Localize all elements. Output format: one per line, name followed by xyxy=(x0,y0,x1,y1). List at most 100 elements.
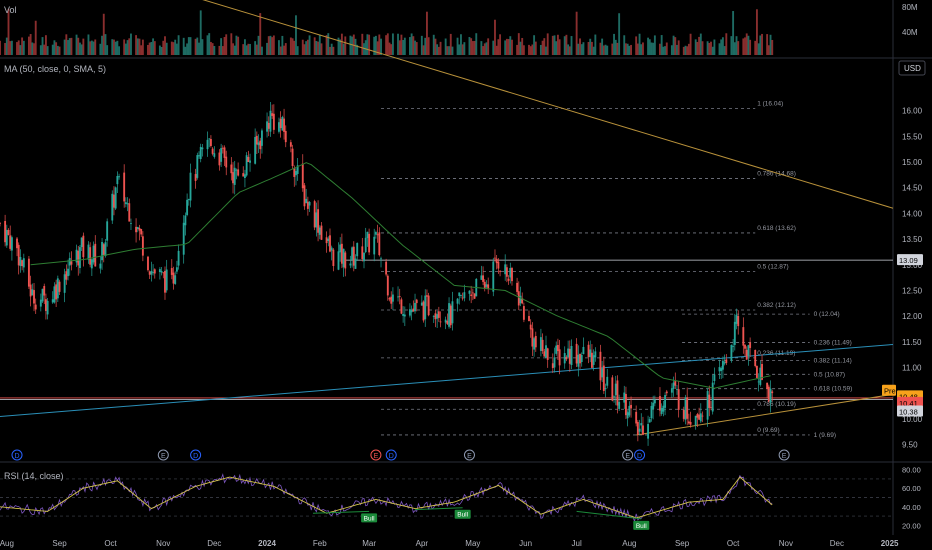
volume-bar xyxy=(147,44,149,55)
candle-body xyxy=(56,278,59,299)
volume-bar xyxy=(725,33,728,55)
candle-body xyxy=(638,428,641,432)
rsi-ma-line xyxy=(0,476,773,519)
candle-body xyxy=(123,172,126,202)
volume-bar xyxy=(318,34,321,55)
volume-bar xyxy=(90,40,93,55)
candle-body xyxy=(769,388,772,403)
candle-body xyxy=(230,164,233,174)
volume-bar xyxy=(482,46,485,55)
candle-body xyxy=(261,130,263,146)
volume-bar xyxy=(737,41,740,55)
candle-body xyxy=(17,244,20,266)
volume-bar xyxy=(194,38,197,55)
volume-bar xyxy=(31,42,34,55)
price-axis-label: 12.00 xyxy=(902,312,923,321)
volume-bar xyxy=(230,33,233,55)
volume-bar xyxy=(483,43,486,55)
event-badge xyxy=(778,449,790,461)
volume-bar xyxy=(628,45,631,55)
candle-body xyxy=(539,337,542,351)
price-tag xyxy=(897,405,923,417)
candle-body xyxy=(164,270,166,293)
candle-body xyxy=(349,263,352,266)
time-axis-label: 2024 xyxy=(258,539,276,548)
volume-bar xyxy=(330,43,333,55)
volume-bar xyxy=(55,42,58,55)
candle-body xyxy=(582,346,585,355)
candle-body xyxy=(623,392,626,403)
candle-body xyxy=(75,249,78,263)
candle-body xyxy=(269,110,272,132)
candle-body xyxy=(458,292,461,296)
candle-body xyxy=(160,271,163,273)
candle-body xyxy=(460,294,462,296)
volume-bar xyxy=(390,44,393,55)
volume-bar xyxy=(87,34,90,55)
candle-body xyxy=(767,386,770,402)
candle-body xyxy=(509,267,512,278)
volume-bar xyxy=(104,34,107,55)
volume-bar xyxy=(150,41,153,55)
volume-bar xyxy=(449,33,452,55)
candle-body xyxy=(106,221,109,241)
volume-bar xyxy=(420,35,423,55)
candle-body xyxy=(126,203,129,205)
candle-body xyxy=(194,174,197,181)
volume-bar xyxy=(172,42,175,55)
volume-bar xyxy=(652,42,655,55)
volume-bar xyxy=(118,46,121,55)
candle-body xyxy=(710,407,712,409)
candle-body xyxy=(34,304,37,310)
candle-body xyxy=(373,236,376,255)
candle-body xyxy=(505,267,508,277)
candle-body xyxy=(541,339,544,352)
volume-bar xyxy=(614,39,617,55)
bull-badge-label: Bull xyxy=(364,515,375,522)
candle-body xyxy=(170,268,173,275)
volume-bar xyxy=(67,40,69,55)
candle-body xyxy=(422,301,425,321)
volume-bar xyxy=(46,46,49,55)
candle-body xyxy=(267,122,270,129)
volume-bar xyxy=(255,44,258,55)
candle-body xyxy=(213,153,216,157)
volume-bar xyxy=(223,37,226,55)
candle-body xyxy=(482,275,485,282)
candle-body xyxy=(124,202,127,205)
volume-bar xyxy=(29,34,32,55)
volume-bar xyxy=(5,37,8,55)
volume-bar xyxy=(281,35,284,55)
volume-bar xyxy=(723,46,726,55)
candle-body xyxy=(647,424,649,439)
candle-body xyxy=(281,116,284,131)
candle-body xyxy=(33,290,35,304)
volume-bar xyxy=(480,41,483,55)
candle-body xyxy=(344,252,347,269)
event-badge-label: E xyxy=(161,453,166,460)
volume-bar xyxy=(102,13,105,55)
candle-body xyxy=(43,286,46,296)
fib-level-label: 0.236 (11.49) xyxy=(814,339,852,346)
candle-body xyxy=(684,397,687,420)
volume-bar xyxy=(451,46,454,55)
volume-bar xyxy=(126,40,129,55)
volume-bar xyxy=(101,35,103,55)
price-axis-label: 11.00 xyxy=(902,364,922,373)
time-axis-label: Aug xyxy=(622,539,636,548)
volume-bar xyxy=(568,46,571,55)
volume-bar xyxy=(507,39,510,55)
candle-body xyxy=(543,351,546,357)
volume-bar xyxy=(220,38,223,55)
volume-bar xyxy=(354,38,357,55)
volume-bar xyxy=(436,44,439,55)
volume-bar xyxy=(623,35,626,55)
volume-bar xyxy=(463,42,466,55)
volume-bar xyxy=(79,42,81,55)
volume-bar xyxy=(199,10,202,56)
currency-button[interactable]: USD xyxy=(898,60,926,76)
volume-bar xyxy=(9,41,12,55)
candle-body xyxy=(468,290,471,294)
candle-body xyxy=(565,356,568,360)
candle-body xyxy=(701,415,704,417)
